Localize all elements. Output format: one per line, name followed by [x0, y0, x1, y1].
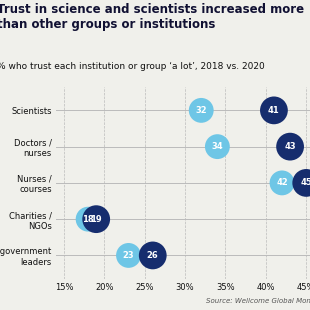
Text: Source: Wellcome Global Monitor: Source: Wellcome Global Monitor	[206, 298, 310, 304]
Text: 45: 45	[300, 178, 310, 188]
Text: 18: 18	[82, 215, 94, 224]
Text: 42: 42	[276, 178, 288, 188]
Point	[86, 217, 91, 222]
Point	[150, 253, 155, 258]
Point	[280, 180, 285, 185]
Text: 41: 41	[268, 106, 280, 115]
Text: 19: 19	[91, 215, 102, 224]
Text: Trust in science and scientists increased more
than other groups or institutions: Trust in science and scientists increase…	[0, 3, 304, 31]
Text: 43: 43	[284, 142, 296, 151]
Point	[94, 217, 99, 222]
Point	[126, 253, 131, 258]
Point	[215, 144, 220, 149]
Text: % who trust each institution or group ‘a lot’, 2018 vs. 2020: % who trust each institution or group ‘a…	[0, 62, 265, 71]
Text: 32: 32	[195, 106, 207, 115]
Text: 26: 26	[147, 251, 159, 260]
Point	[199, 108, 204, 113]
Text: 34: 34	[211, 142, 223, 151]
Point	[304, 180, 309, 185]
Text: 23: 23	[123, 251, 134, 260]
Point	[288, 144, 293, 149]
Point	[272, 108, 277, 113]
